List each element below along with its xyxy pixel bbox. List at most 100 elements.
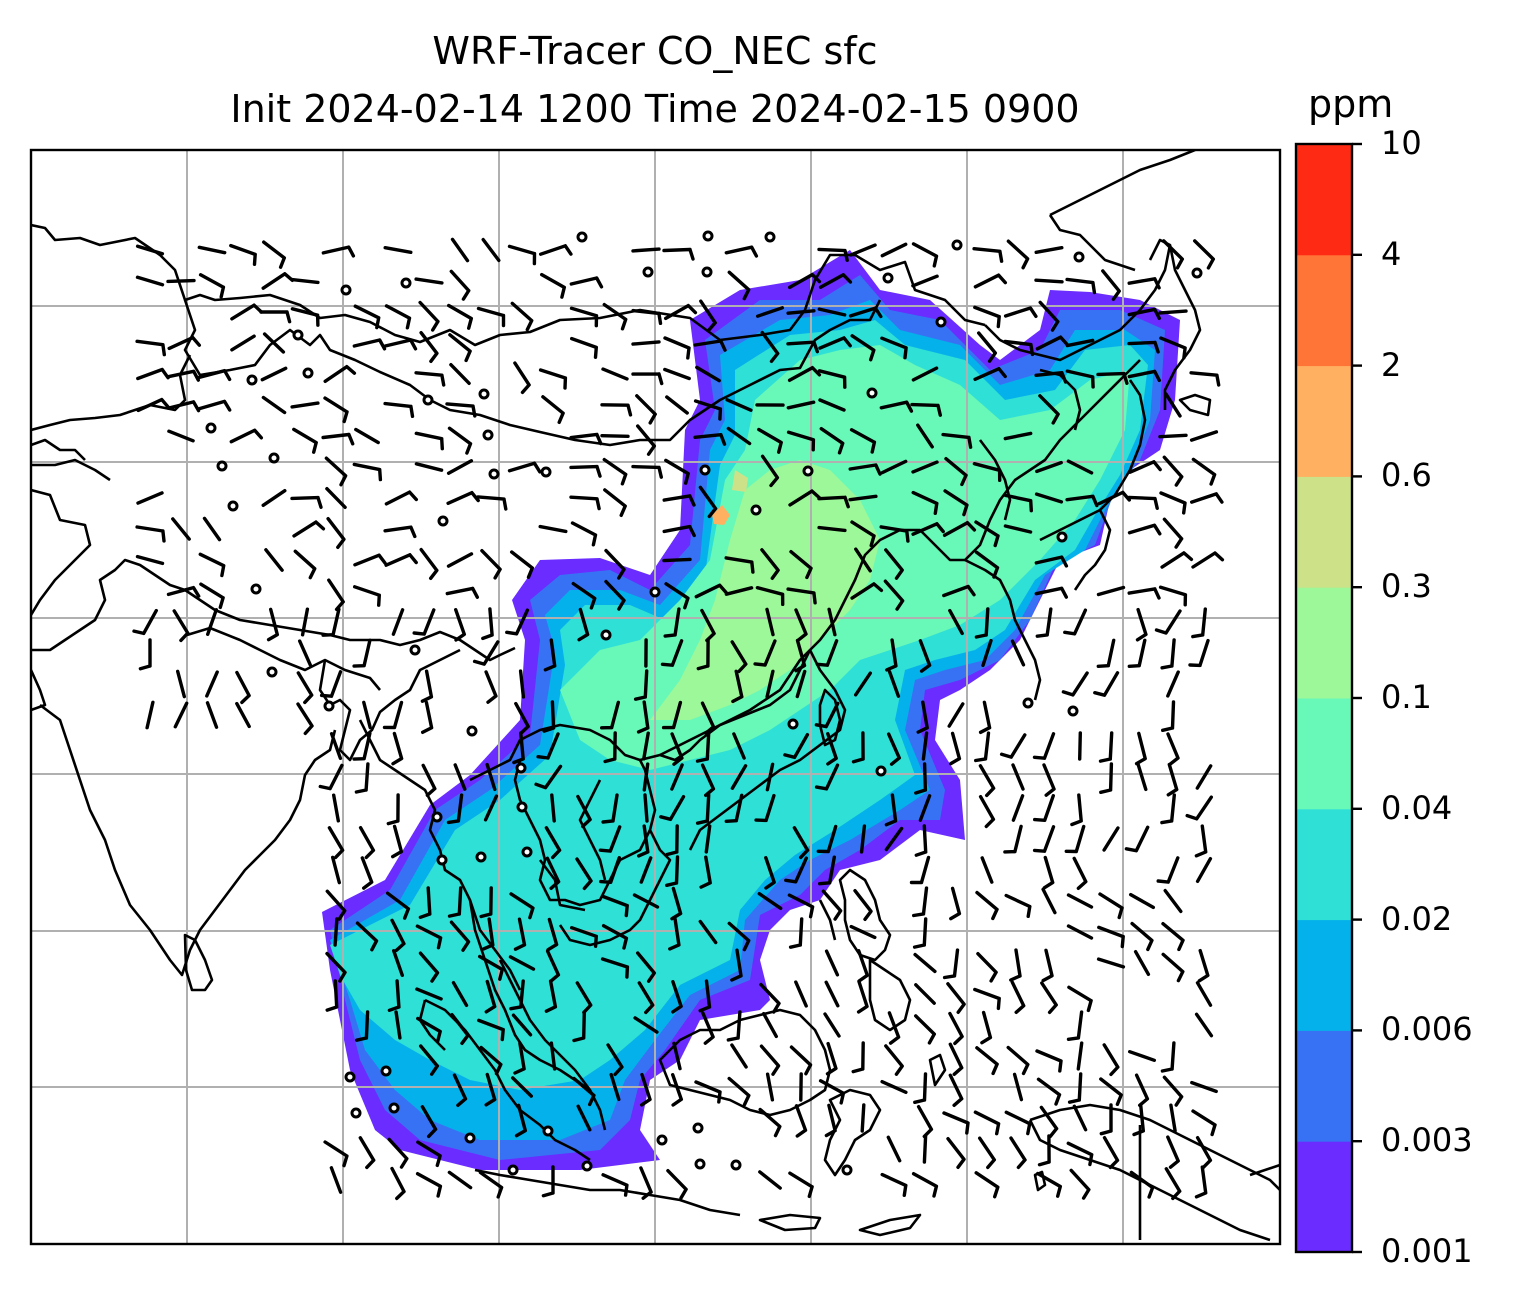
wind-barb — [665, 855, 680, 887]
wind-barb — [1130, 921, 1154, 952]
wind-barb — [886, 1135, 902, 1163]
wind-barb — [693, 433, 727, 446]
plume-peak-layer — [712, 505, 730, 525]
wind-barb — [572, 1010, 586, 1043]
wind-barb — [420, 1105, 438, 1139]
wind-barb — [758, 1170, 782, 1190]
wind-barb — [167, 335, 201, 351]
wind-barb — [1102, 1136, 1120, 1170]
wind-barb — [665, 395, 689, 415]
wind-barb — [981, 638, 993, 668]
wind-barb — [850, 334, 876, 362]
wind-barb — [600, 957, 630, 979]
wind-barb — [1197, 948, 1210, 983]
wind-barb — [1158, 433, 1188, 439]
wind-barb — [758, 1107, 782, 1138]
wind-barb — [260, 366, 288, 382]
wind-barb — [385, 891, 411, 920]
wind-barb — [764, 856, 776, 890]
wind-barb — [300, 607, 310, 637]
wind-barb — [693, 399, 723, 421]
wind-barb — [694, 583, 728, 599]
wind-barb — [1066, 893, 1094, 909]
wind-barb — [325, 889, 347, 921]
wind-barb — [1034, 246, 1064, 254]
wind-barb — [446, 793, 464, 825]
wind-barb — [136, 367, 170, 381]
wind-barb — [1065, 494, 1099, 508]
wind-barb — [138, 638, 152, 671]
wind-barb — [760, 330, 780, 363]
wind-barb — [1096, 957, 1126, 969]
wind-barb — [447, 886, 463, 918]
wind-barb — [760, 454, 780, 488]
wind-barb — [383, 338, 418, 351]
wind-barb — [637, 824, 650, 858]
wind-barb — [759, 1044, 781, 1076]
wind-barb — [814, 701, 840, 729]
wind-barb — [600, 434, 630, 438]
wind-barb — [358, 1136, 376, 1170]
wind-barb — [420, 669, 434, 703]
wind-barb — [1159, 491, 1187, 515]
calm-circle — [935, 316, 947, 328]
wind-barb — [974, 1171, 1000, 1199]
wind-barb — [414, 277, 444, 285]
wind-barb — [1038, 394, 1060, 425]
wind-barb — [484, 979, 497, 1014]
wind-barb — [449, 920, 471, 952]
wind-barb — [911, 1172, 939, 1198]
wind-barb — [235, 670, 251, 705]
wind-barb — [394, 1010, 402, 1040]
wind-barb — [727, 1076, 751, 1107]
calm-circle — [302, 367, 314, 379]
plume-peak2-layer — [732, 470, 748, 492]
calm-circle — [436, 854, 448, 866]
calm-circle — [488, 468, 500, 480]
wind-barb — [786, 340, 819, 354]
wind-barb — [887, 732, 901, 766]
wind-barb — [788, 917, 804, 949]
wind-barb — [293, 549, 317, 580]
wind-barb — [860, 1103, 866, 1133]
calm-circle — [482, 429, 494, 441]
wind-barb — [1166, 732, 1180, 766]
wind-barb — [949, 886, 962, 921]
wind-barb — [980, 1010, 993, 1045]
wind-barb — [754, 793, 776, 823]
calm-circle — [649, 586, 661, 598]
wind-barb — [973, 273, 1007, 289]
wind-barb — [230, 303, 264, 321]
wind-barb — [1012, 1072, 1024, 1102]
wind-barb — [1034, 492, 1064, 504]
wind-barb — [815, 639, 839, 667]
wind-barb — [383, 401, 415, 418]
wind-barb — [290, 401, 320, 409]
wind-barb — [666, 1169, 688, 1200]
wind-barb — [887, 670, 901, 698]
wind-barb — [974, 731, 991, 763]
wind-barb — [355, 1010, 370, 1042]
wind-barb — [850, 520, 876, 548]
wind-barb — [447, 426, 473, 455]
wind-barb — [1162, 517, 1184, 549]
wind-barb — [545, 856, 561, 890]
wind-barb — [1133, 950, 1151, 976]
wind-barb — [730, 948, 743, 982]
wind-barb — [1166, 762, 1179, 797]
wind-barb — [450, 237, 470, 263]
wind-barb — [818, 398, 846, 412]
wind-barb — [572, 1076, 596, 1107]
wind-barb — [325, 979, 339, 1012]
wind-barb — [352, 638, 372, 668]
wind-barb — [948, 608, 964, 636]
wind-barb — [726, 426, 752, 446]
wind-barb — [1076, 1041, 1084, 1071]
wind-barb — [1135, 607, 1148, 642]
calm-circle — [268, 452, 280, 464]
wind-barb — [448, 333, 472, 363]
wind-barb — [1036, 1171, 1062, 1198]
wind-barb — [1011, 794, 1025, 822]
calm-circle — [250, 583, 262, 595]
wind-barb — [1127, 307, 1161, 320]
